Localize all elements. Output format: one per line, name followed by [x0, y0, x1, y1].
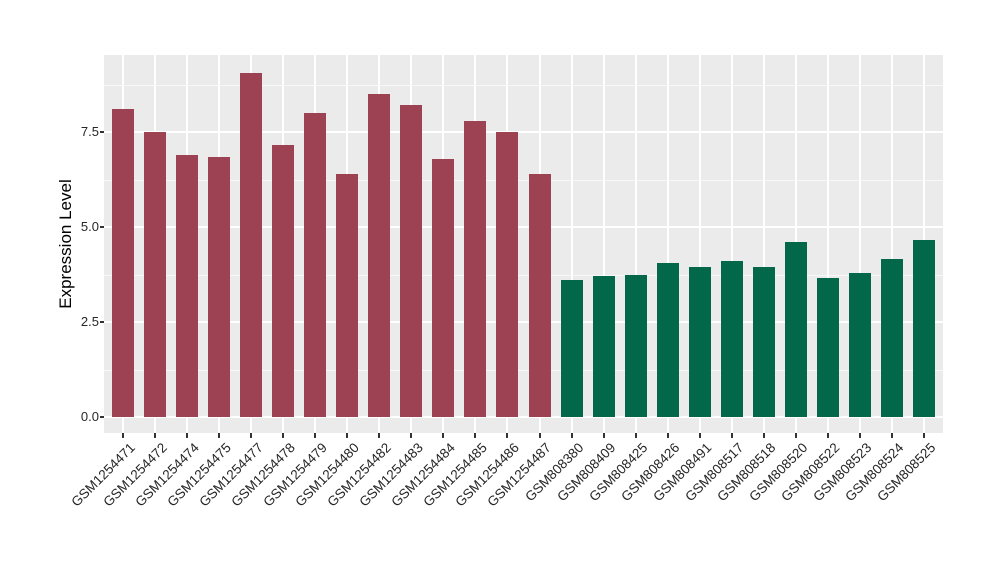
bar — [528, 173, 551, 417]
x-tick-mark — [154, 433, 157, 438]
bar — [752, 266, 775, 417]
bar — [816, 278, 839, 417]
x-tick-mark — [250, 433, 253, 438]
y-tick-label: 7.5 — [80, 124, 99, 139]
gridline-major-v — [730, 55, 733, 433]
x-tick-mark — [122, 433, 125, 438]
x-tick-mark — [410, 433, 413, 438]
bar — [144, 132, 167, 417]
gridline-minor-h — [104, 274, 943, 276]
gridline-major-v — [858, 55, 861, 433]
gridline-minor-h — [104, 179, 943, 181]
x-tick-mark — [218, 433, 221, 438]
bar — [208, 156, 231, 417]
gridline-major-v — [570, 55, 573, 433]
gridline-major-h — [104, 321, 943, 323]
bar — [432, 158, 455, 417]
x-tick-mark — [474, 433, 477, 438]
x-tick-mark — [186, 433, 189, 438]
x-tick-mark — [922, 433, 925, 438]
gridline-major-v — [826, 55, 829, 433]
x-tick-mark — [538, 433, 541, 438]
y-tick-mark — [100, 131, 104, 133]
bar — [272, 145, 295, 417]
gridline-major-v — [602, 55, 605, 433]
gridline-major-v — [698, 55, 701, 433]
x-tick-mark — [442, 433, 445, 438]
y-tick-label: 0.0 — [80, 409, 99, 424]
bar — [848, 272, 871, 417]
bar — [656, 263, 679, 417]
y-tick-mark — [100, 416, 104, 418]
x-tick-mark — [314, 433, 317, 438]
gridline-major-v — [762, 55, 765, 433]
gridline-minor-h — [104, 84, 943, 86]
x-tick-mark — [858, 433, 861, 438]
bar — [560, 280, 583, 417]
x-tick-mark — [602, 433, 605, 438]
gridline-major-h — [104, 416, 943, 418]
gridline-major-h — [104, 226, 943, 228]
x-tick-mark — [794, 433, 797, 438]
bar — [112, 109, 135, 417]
x-tick-mark — [282, 433, 285, 438]
y-axis-title: Expression Level — [56, 179, 75, 309]
x-tick-mark — [890, 433, 893, 438]
bar — [880, 259, 903, 417]
x-tick-mark — [506, 433, 509, 438]
x-tick-mark — [730, 433, 733, 438]
gridline-minor-h — [104, 369, 943, 371]
plot-panel — [104, 55, 943, 433]
gridline-major-v — [666, 55, 669, 433]
x-tick-mark — [762, 433, 765, 438]
y-tick-label: 5.0 — [80, 219, 99, 234]
y-tick-mark — [100, 226, 104, 228]
gridline-major-h — [104, 131, 943, 133]
bar — [176, 154, 199, 417]
x-tick-mark — [698, 433, 701, 438]
x-tick-mark — [570, 433, 573, 438]
bar — [592, 276, 615, 417]
bar — [624, 274, 647, 417]
bar — [240, 73, 263, 417]
x-tick-mark — [634, 433, 637, 438]
y-tick-label: 2.5 — [80, 314, 99, 329]
bar — [464, 120, 487, 417]
bar — [304, 113, 327, 417]
bar — [496, 132, 519, 417]
x-tick-mark — [346, 433, 349, 438]
bar — [336, 173, 359, 417]
bar — [368, 94, 391, 417]
bar — [400, 105, 423, 417]
x-tick-mark — [378, 433, 381, 438]
gridline-major-v — [634, 55, 637, 433]
y-tick-mark — [100, 321, 104, 323]
bar — [688, 266, 711, 417]
gridline-major-v — [890, 55, 893, 433]
bar — [784, 242, 807, 417]
x-tick-mark — [666, 433, 669, 438]
x-tick-mark — [826, 433, 829, 438]
bar — [912, 240, 935, 417]
bar — [720, 261, 743, 417]
